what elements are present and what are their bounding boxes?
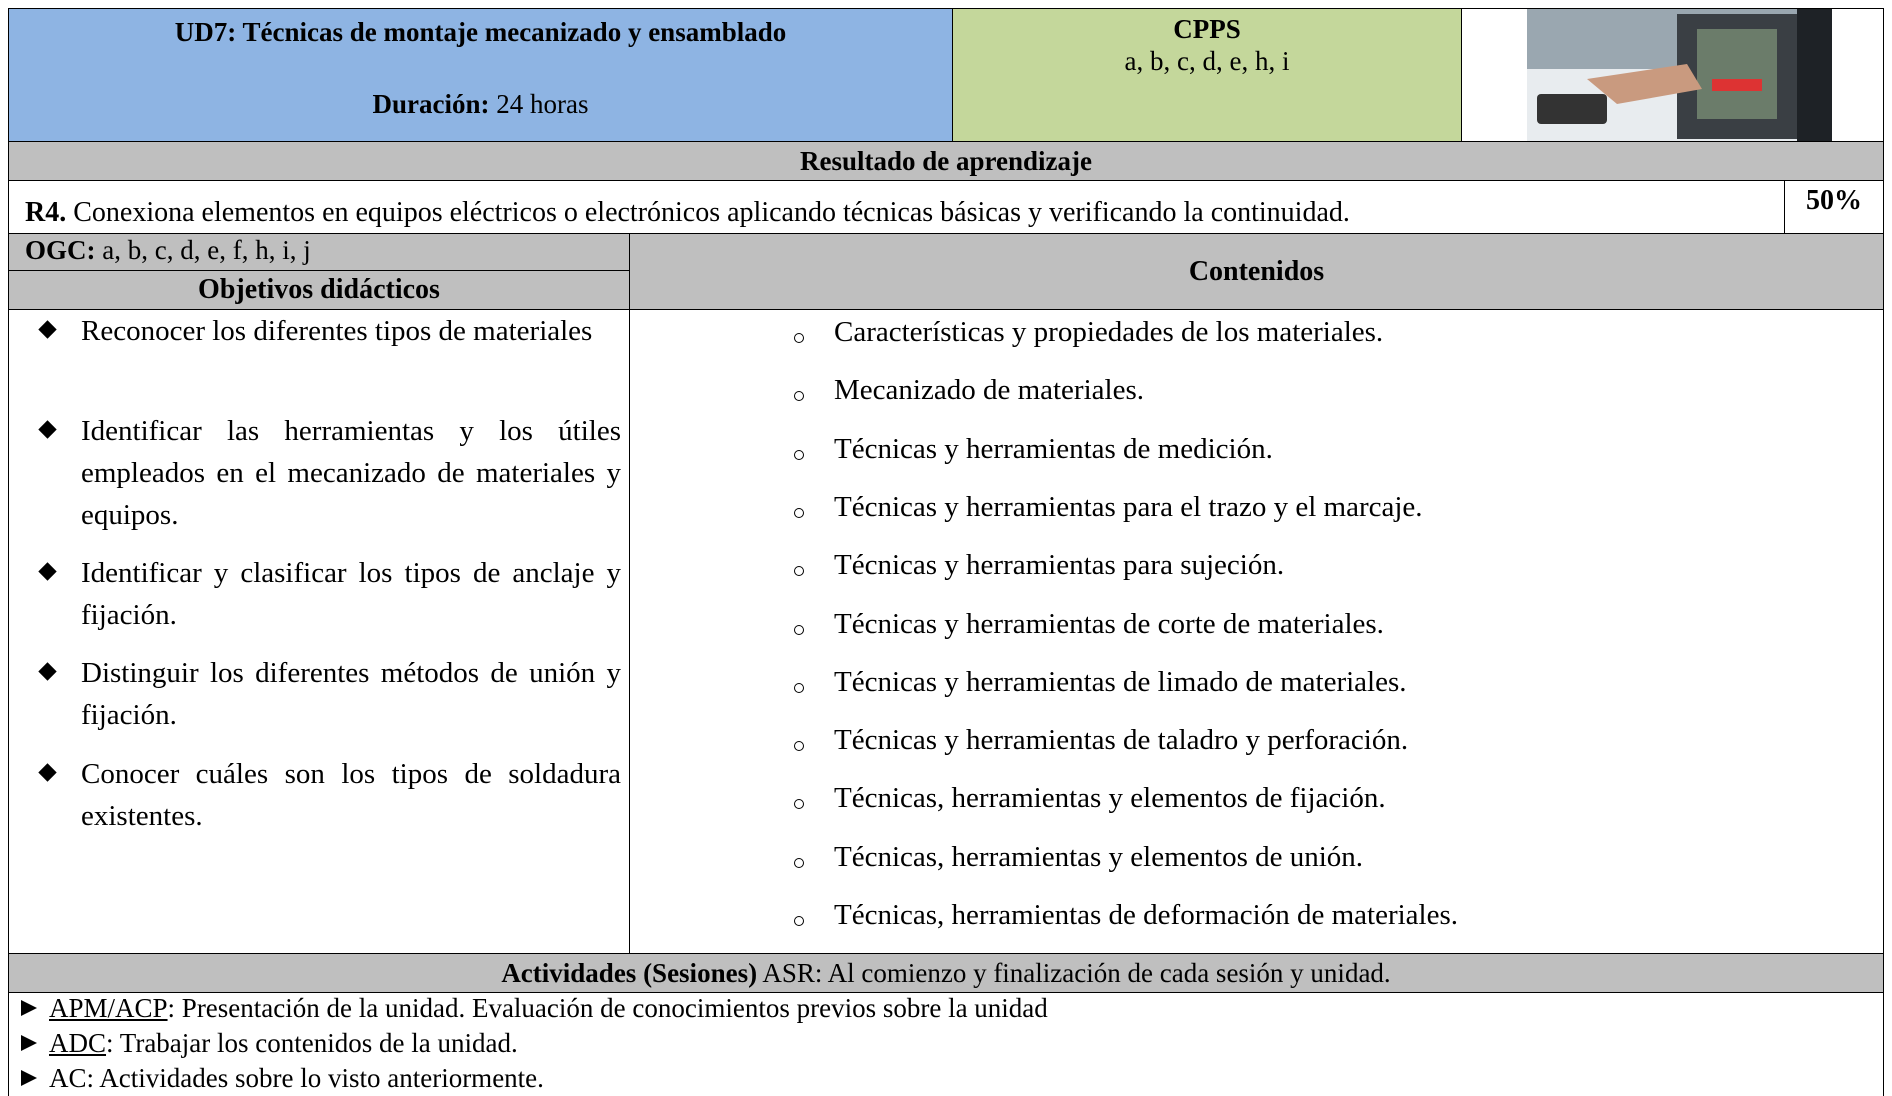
result-heading: Resultado de aprendizaje <box>8 141 1884 181</box>
result-weight: 50% <box>1784 180 1884 234</box>
cpps-cell: CPPS a, b, c, d, e, h, i <box>952 8 1462 142</box>
activity-code: AC <box>49 1063 87 1093</box>
activity-item: AC: Actividades sobre lo visto anteriorm… <box>21 1062 544 1094</box>
cpps-label: CPPS <box>1173 14 1241 44</box>
ogc-value: a, b, c, d, e, f, h, i, j <box>102 235 311 265</box>
activities-heading: Actividades (Sesiones) ASR: Al comienzo … <box>8 953 1884 993</box>
activity-item: APM/ACP: Presentación de la unidad. Eval… <box>21 992 1048 1024</box>
activities-heading-bold: Actividades (Sesiones) <box>501 958 758 988</box>
result-code: R4. <box>25 197 67 228</box>
content-item: Técnicas y herramientas de limado de mat… <box>794 665 1407 698</box>
content-item: Técnicas, herramientas de deformación de… <box>794 899 1458 931</box>
activities-heading-rest: ASR: Al comienzo y finalización de cada … <box>762 958 1391 988</box>
objective-item: Identificar las herramientas y los útile… <box>81 410 621 536</box>
content-item: Técnicas y herramientas de taladro y per… <box>793 724 1409 757</box>
content-item: Técnicas, herramientas y elementos de un… <box>793 840 1364 873</box>
content-item: Técnicas y herramientas de medición. <box>794 432 1273 465</box>
contents-cell: Características y propiedades de los mat… <box>629 309 1884 954</box>
contents-heading: Contenidos <box>629 233 1884 310</box>
objective-item: Conocer cuáles son los tipos de soldadur… <box>81 753 621 837</box>
objectives-heading: Objetivos didácticos <box>8 270 630 310</box>
content-item: Técnicas y herramientas de corte de mate… <box>794 607 1384 640</box>
unit-title: UD7: Técnicas de montaje mecanizado y en… <box>174 17 787 47</box>
ogc-cell: OGC: a, b, c, d, e, f, h, i, j <box>8 233 630 271</box>
activity-text: : Actividades sobre lo visto anteriormen… <box>86 1063 544 1093</box>
content-item: Técnicas y herramientas para el trazo y … <box>794 490 1423 523</box>
duration: Duración: 24 horas <box>9 89 952 120</box>
objective-item: Reconocer los diferentes tipos de materi… <box>81 310 621 352</box>
activity-code: APM/ACP <box>49 993 168 1023</box>
photo <box>1527 9 1832 141</box>
objective-item: Identificar y clasificar los tipos de an… <box>81 552 621 636</box>
ogc-label: OGC: <box>25 235 96 265</box>
content-item: Mecanizado de materiales. <box>794 374 1144 407</box>
content-item: Técnicas y herramientas para sujeción. <box>793 549 1285 582</box>
duration-value: 24 horas <box>496 89 589 119</box>
content-item: Características y propiedades de los mat… <box>793 316 1384 348</box>
cpps-value: a, b, c, d, e, h, i <box>1124 46 1290 76</box>
activity-item: ADC: Trabajar los contenidos de la unida… <box>21 1027 518 1059</box>
title-cell: UD7: Técnicas de montaje mecanizado y en… <box>8 8 953 142</box>
activity-text: : Trabajar los contenidos de la unidad. <box>106 1028 518 1058</box>
activities-list: APM/ACP: Presentación de la unidad. Eval… <box>8 992 1884 1096</box>
result-text: Conexiona elementos en equipos eléctrico… <box>73 197 1350 228</box>
activity-text: : Presentación de la unidad. Evaluación … <box>167 993 1048 1023</box>
result-cell: R4. Conexiona elementos en equipos eléct… <box>8 180 1785 234</box>
activity-code: ADC <box>49 1028 107 1058</box>
objectives-cell: Reconocer los diferentes tipos de materi… <box>8 309 630 954</box>
content-item: Técnicas, herramientas y elementos de fi… <box>794 782 1386 815</box>
image-cell <box>1461 8 1884 142</box>
objective-item: Distinguir los diferentes métodos de uni… <box>81 652 621 736</box>
duration-label: Duración: <box>372 89 490 119</box>
